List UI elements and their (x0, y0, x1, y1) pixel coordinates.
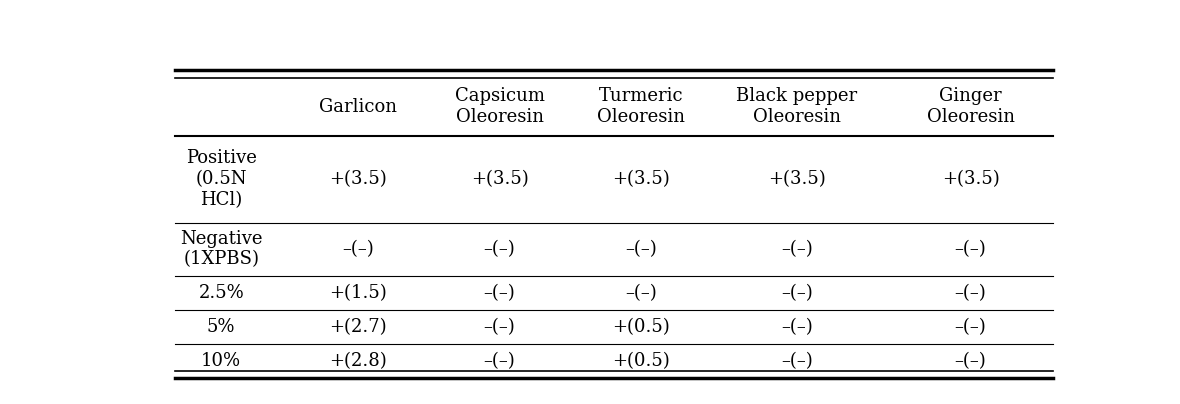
Text: –(–): –(–) (484, 318, 516, 336)
Text: +(3.5): +(3.5) (329, 170, 387, 188)
Text: –(–): –(–) (781, 240, 813, 258)
Text: Garlicon: Garlicon (319, 98, 396, 116)
Text: –(–): –(–) (781, 284, 813, 302)
Text: –(–): –(–) (484, 284, 516, 302)
Text: 5%: 5% (206, 318, 236, 336)
Text: –(–): –(–) (484, 352, 516, 370)
Text: –(–): –(–) (781, 318, 813, 336)
Text: +(0.5): +(0.5) (612, 352, 670, 370)
Text: +(3.5): +(3.5) (942, 170, 999, 188)
Text: Positive
(0.5N
HCl): Positive (0.5N HCl) (185, 149, 256, 209)
Text: +(0.5): +(0.5) (612, 318, 670, 336)
Text: –(–): –(–) (781, 352, 813, 370)
Text: Capsicum
Oleoresin: Capsicum Oleoresin (454, 87, 545, 126)
Text: 10%: 10% (201, 352, 241, 370)
Text: –(–): –(–) (342, 240, 374, 258)
Text: Turmeric
Oleoresin: Turmeric Oleoresin (597, 87, 686, 126)
Text: +(3.5): +(3.5) (612, 170, 670, 188)
Text: –(–): –(–) (955, 352, 986, 370)
Text: +(1.5): +(1.5) (329, 284, 387, 302)
Text: +(3.5): +(3.5) (768, 170, 826, 188)
Text: +(2.7): +(2.7) (329, 318, 387, 336)
Text: –(–): –(–) (484, 240, 516, 258)
Text: –(–): –(–) (625, 284, 657, 302)
Text: 2.5%: 2.5% (198, 284, 244, 302)
Text: –(–): –(–) (625, 240, 657, 258)
Text: Black pepper
Oleoresin: Black pepper Oleoresin (736, 87, 858, 126)
Text: +(3.5): +(3.5) (471, 170, 529, 188)
Text: –(–): –(–) (955, 240, 986, 258)
Text: Negative
(1XPBS): Negative (1XPBS) (181, 230, 262, 269)
Text: –(–): –(–) (955, 284, 986, 302)
Text: Ginger
Oleoresin: Ginger Oleoresin (926, 87, 1015, 126)
Text: +(2.8): +(2.8) (329, 352, 387, 370)
Text: –(–): –(–) (955, 318, 986, 336)
